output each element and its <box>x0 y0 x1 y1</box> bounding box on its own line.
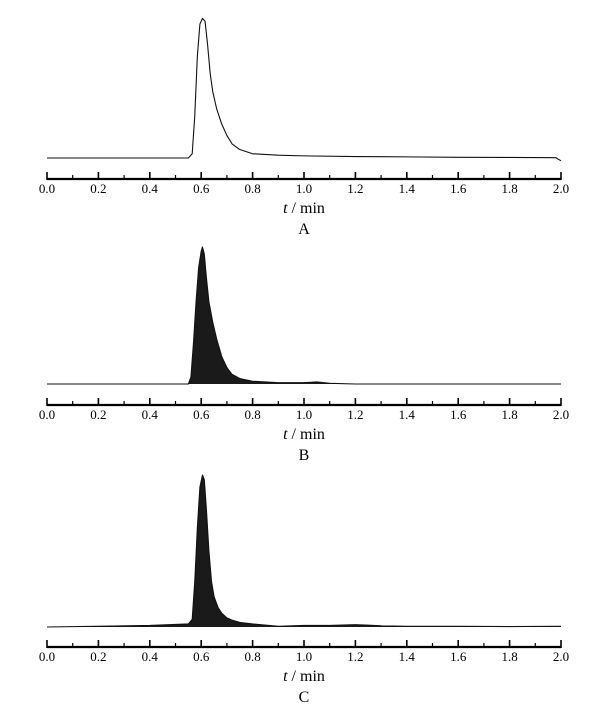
x-axis-variable: t <box>283 426 288 443</box>
x-axis-unit: / min <box>288 426 325 443</box>
x-tick-label: 0.0 <box>39 181 55 196</box>
x-tick-label: 0.2 <box>90 407 106 422</box>
series-line <box>47 246 561 385</box>
chart-panel-c: 0.0 0.2 0.4 0.6 0.8 1.0 1.2 1.4 1.6 1.8 2.0 t / min… <box>39 474 569 706</box>
x-tick-label: 0.4 <box>142 649 159 664</box>
x-tick-label: 0.2 <box>90 181 106 196</box>
x-tick-label: 1.8 <box>501 407 517 422</box>
x-tick-label: 2.0 <box>553 407 569 422</box>
panel-label: C <box>299 689 310 706</box>
x-tick-label: 1.0 <box>296 649 312 664</box>
x-tick-label: 0.6 <box>193 181 210 196</box>
x-tick-label: 0.6 <box>193 649 210 664</box>
x-tick-label: 2.0 <box>553 181 569 196</box>
x-tick-label: 0.4 <box>142 407 159 422</box>
series-line <box>47 17 562 162</box>
chart-panel-a: 0.0 0.2 0.4 0.6 0.8 1.0 1.2 1.4 1.6 1.8 2.0 t / min… <box>39 17 569 238</box>
peak-area <box>47 475 561 627</box>
x-axis-label: t / min <box>283 200 325 217</box>
x-tick-label: 0.0 <box>39 649 55 664</box>
series-line <box>46 474 562 628</box>
x-axis-variable: t <box>283 668 288 685</box>
x-tick-label: 1.4 <box>399 649 416 664</box>
x-axis-label: t / min <box>283 668 325 685</box>
x-tick-label: 0.8 <box>244 649 260 664</box>
peak-area <box>47 247 561 384</box>
x-tick-label: 1.0 <box>296 181 312 196</box>
x-tick-label: 1.6 <box>450 407 467 422</box>
panel-label: A <box>298 221 310 238</box>
x-axis-unit: / min <box>288 668 325 685</box>
chart-panel-b: 0.0 0.2 0.4 0.6 0.8 1.0 1.2 1.4 1.6 1.8 2.0 t / min… <box>39 246 569 464</box>
x-tick-label: 0.6 <box>193 407 210 422</box>
x-tick-label: 0.2 <box>90 649 106 664</box>
x-tick-label: 1.8 <box>501 649 517 664</box>
x-tick-label: 0.4 <box>142 181 159 196</box>
x-tick-label: 1.0 <box>296 407 312 422</box>
x-tick-label: 2.0 <box>553 649 569 664</box>
x-axis-unit: / min <box>288 200 325 217</box>
panel-label: B <box>299 447 310 464</box>
x-tick-label: 1.2 <box>347 181 363 196</box>
x-tick-label: 1.4 <box>399 181 416 196</box>
x-tick-label: 1.6 <box>450 649 467 664</box>
x-tick-label: 1.4 <box>399 407 416 422</box>
x-tick-label: 0.8 <box>244 407 260 422</box>
x-tick-label: 1.8 <box>501 181 517 196</box>
x-tick-label: 1.2 <box>347 649 363 664</box>
x-tick-label: 0.8 <box>244 181 260 196</box>
x-axis-label: t / min <box>283 426 325 443</box>
x-tick-label: 1.6 <box>450 181 467 196</box>
x-tick-label: 1.2 <box>347 407 363 422</box>
x-axis-variable: t <box>283 200 288 217</box>
x-tick-label: 0.0 <box>39 407 55 422</box>
